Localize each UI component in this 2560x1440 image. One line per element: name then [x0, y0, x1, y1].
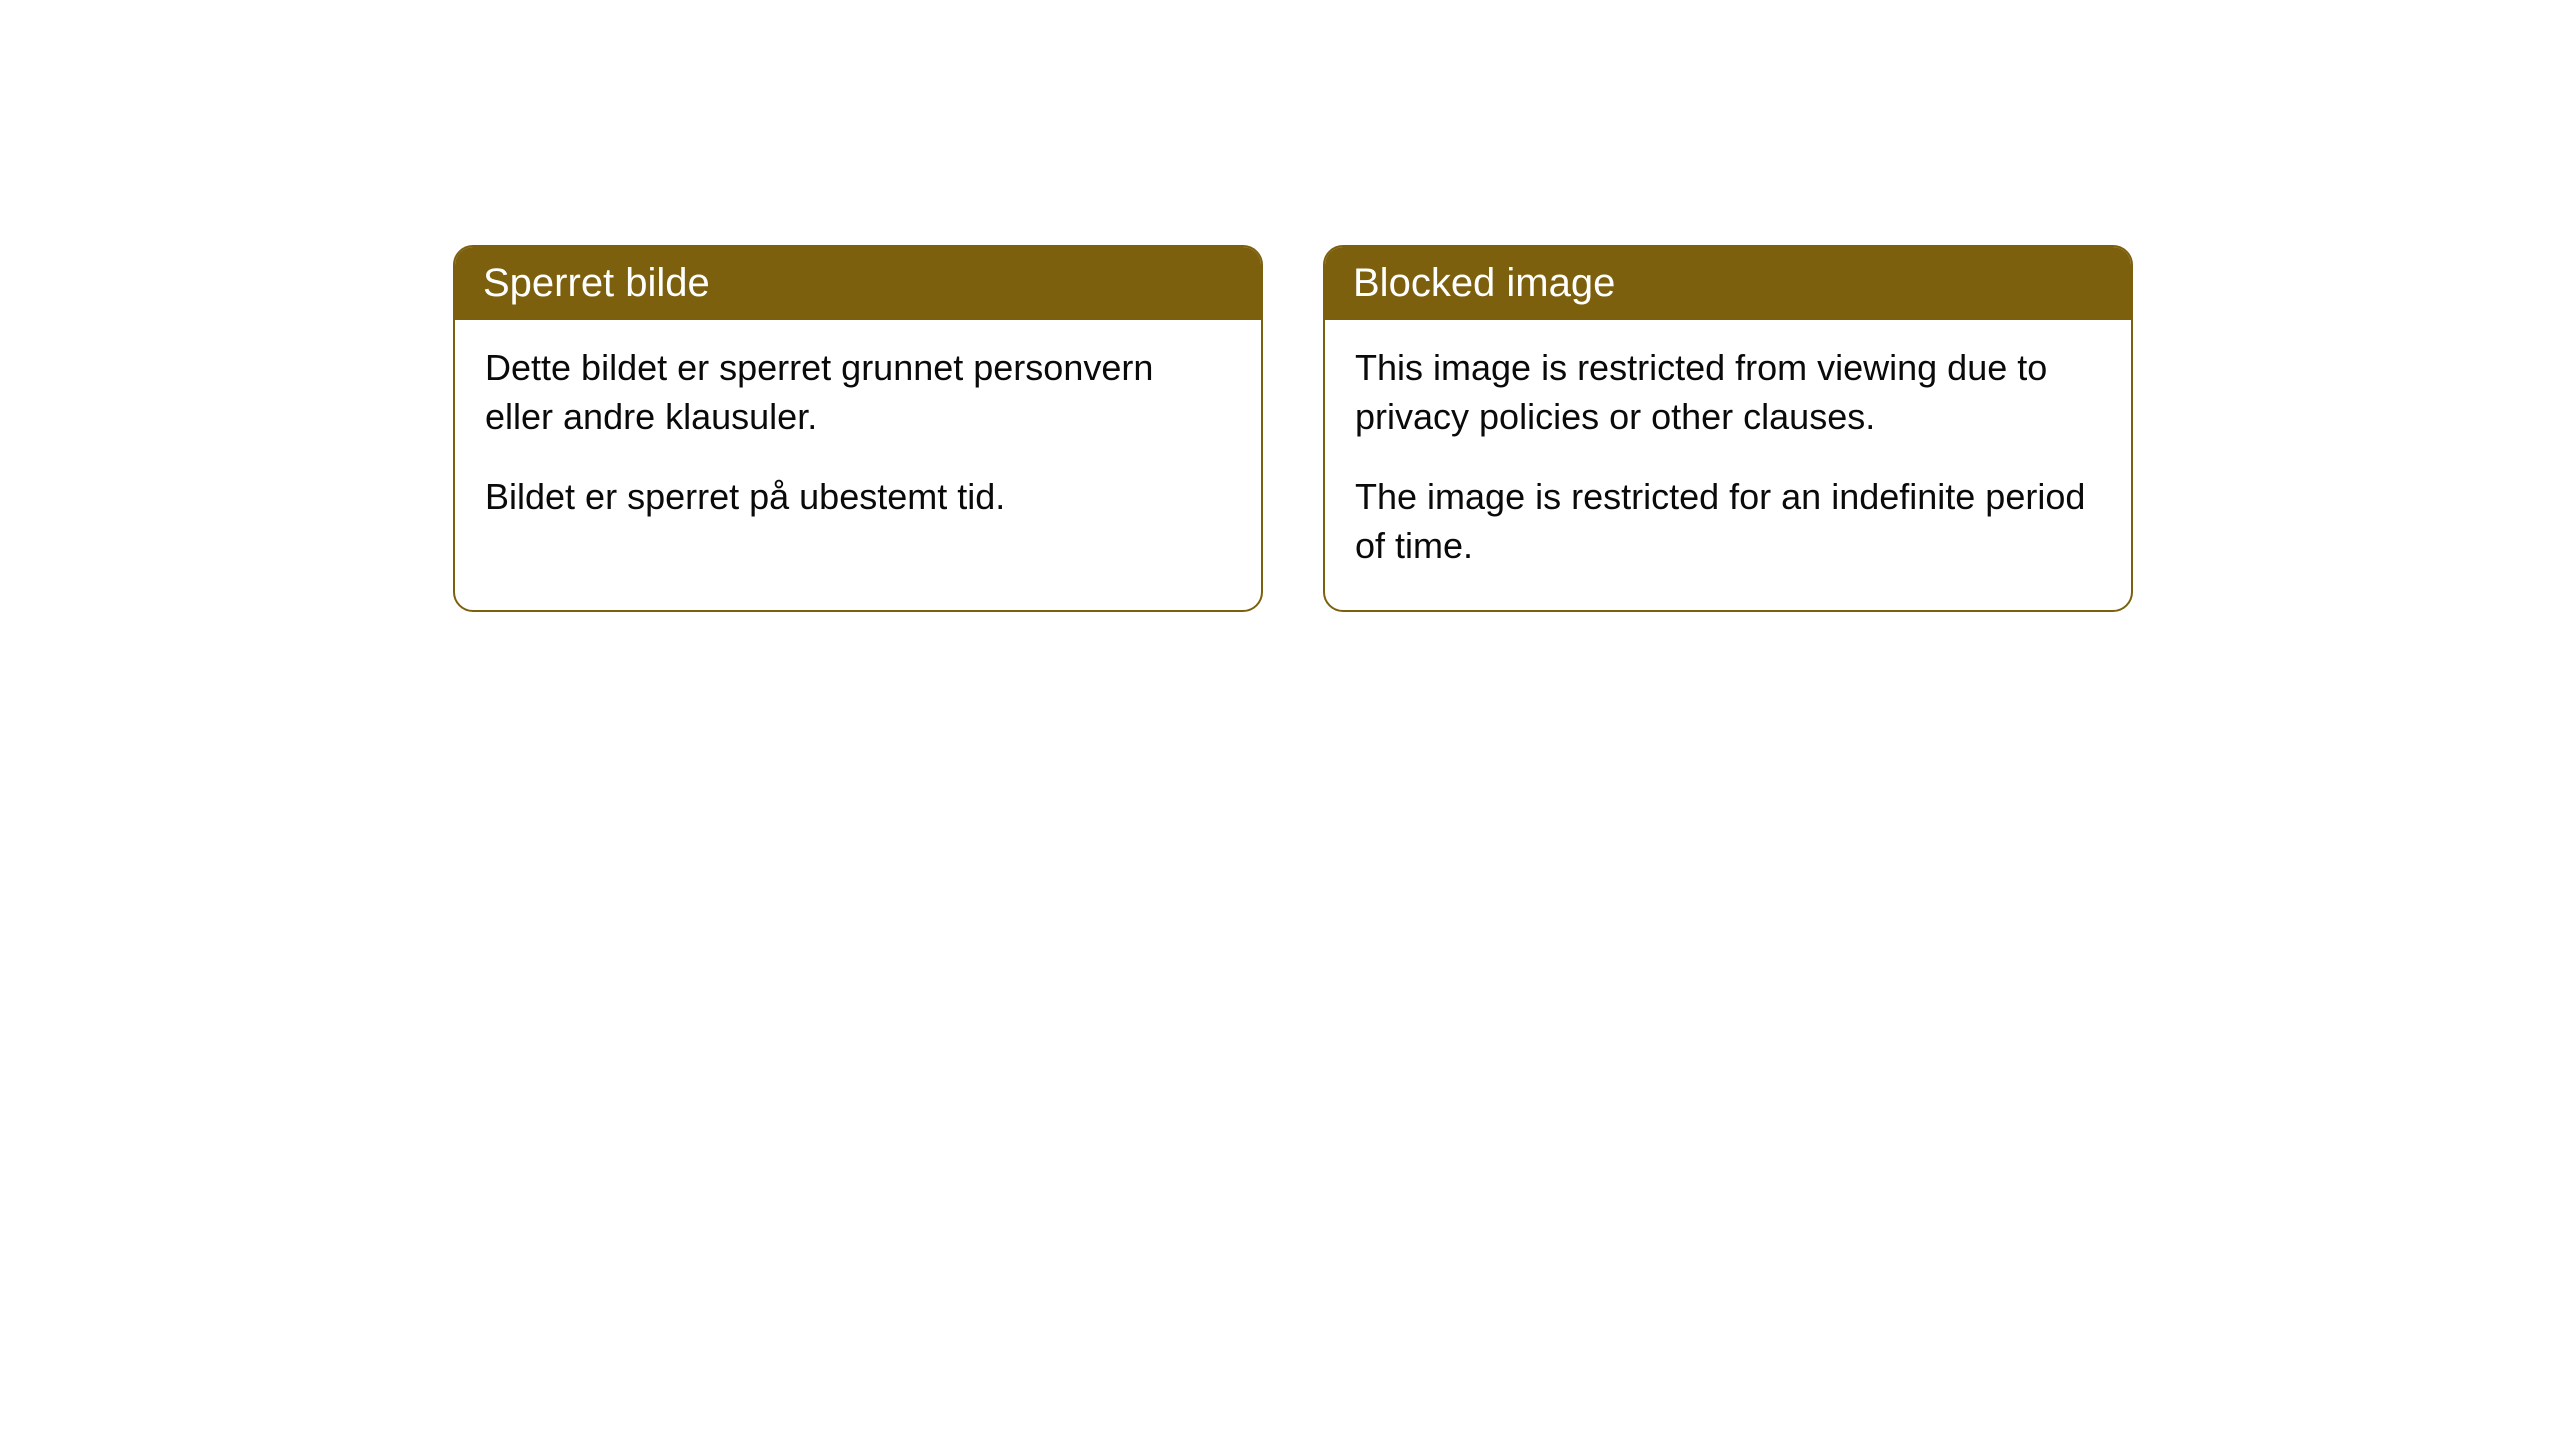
card-title: Blocked image: [1353, 261, 1615, 305]
notice-card-container: Sperret bilde Dette bildet er sperret gr…: [453, 245, 2133, 612]
card-title: Sperret bilde: [483, 261, 710, 305]
card-paragraph: Bildet er sperret på ubestemt tid.: [485, 473, 1231, 522]
notice-card-norwegian: Sperret bilde Dette bildet er sperret gr…: [453, 245, 1263, 612]
card-paragraph: Dette bildet er sperret grunnet personve…: [485, 344, 1231, 441]
card-header: Sperret bilde: [455, 247, 1261, 320]
card-header: Blocked image: [1325, 247, 2131, 320]
card-body: Dette bildet er sperret grunnet personve…: [455, 320, 1261, 562]
card-body: This image is restricted from viewing du…: [1325, 320, 2131, 610]
card-paragraph: The image is restricted for an indefinit…: [1355, 473, 2101, 570]
notice-card-english: Blocked image This image is restricted f…: [1323, 245, 2133, 612]
card-paragraph: This image is restricted from viewing du…: [1355, 344, 2101, 441]
